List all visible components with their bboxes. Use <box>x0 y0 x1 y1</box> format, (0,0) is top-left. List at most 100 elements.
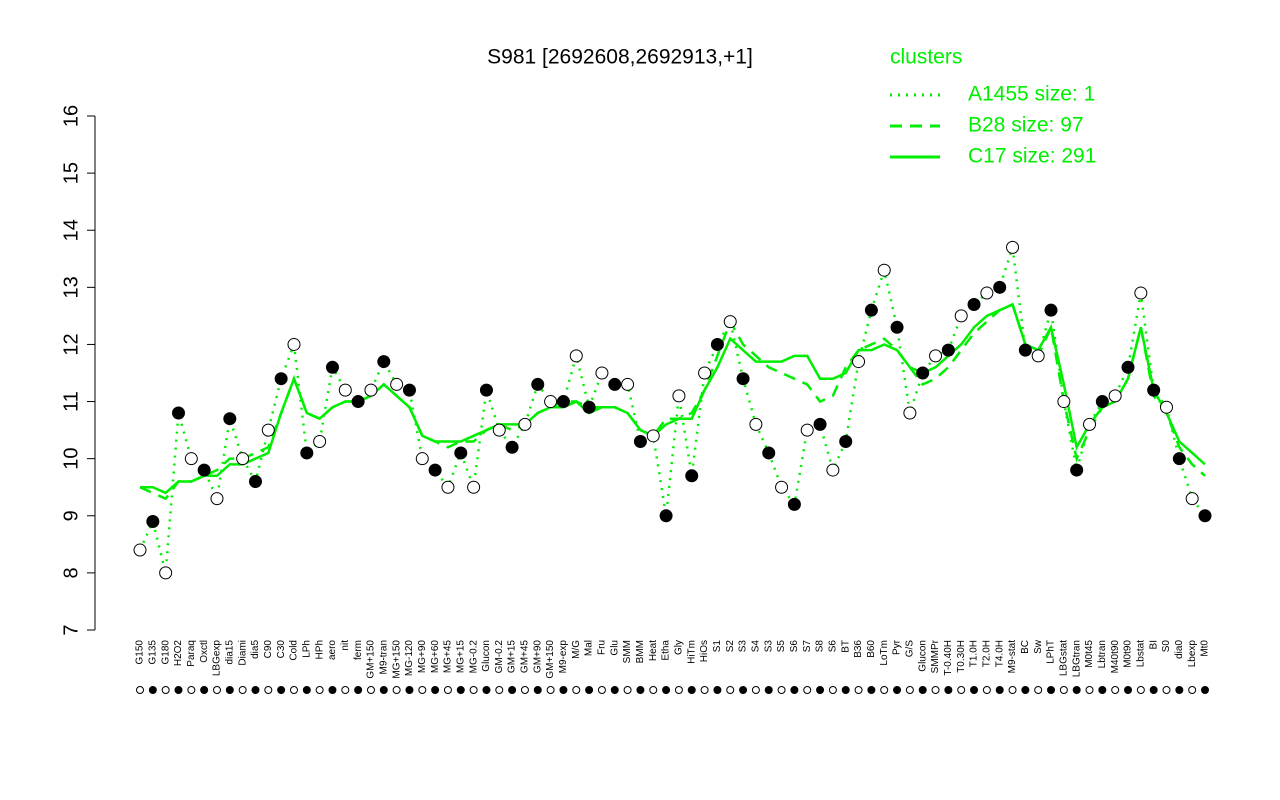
data-point <box>685 469 699 483</box>
x-tick-label: M9-tran <box>378 640 389 674</box>
x-tick-label: Lbtran <box>1097 640 1108 668</box>
rug-dot <box>225 686 234 694</box>
x-tick-label: Glu <box>609 640 620 656</box>
rug-dot <box>392 686 401 694</box>
x-tick-label: MG+150 <box>391 640 402 679</box>
rug-dot <box>1047 686 1056 694</box>
x-tick-label: S1 <box>712 640 723 653</box>
x-tick-label: M/G <box>571 640 582 659</box>
x-tick-label: M0t45 <box>1084 640 1095 668</box>
x-tick-label: Etha <box>661 640 672 661</box>
data-point <box>1147 383 1161 397</box>
rug-dot <box>1021 686 1030 694</box>
data-point <box>338 383 352 397</box>
rug-dot <box>187 686 196 694</box>
data-point <box>1095 395 1109 409</box>
rug-dot <box>944 686 953 694</box>
rug-dot <box>1175 686 1184 694</box>
x-tick-label: T4.0H <box>994 640 1005 667</box>
chart-title: S981 [2692608,2692913,+1] <box>487 46 753 69</box>
rug-dot <box>546 686 555 694</box>
rug-dot <box>777 686 786 694</box>
rug-dot <box>418 686 427 694</box>
x-tick-label: Heat <box>648 640 659 661</box>
data-point <box>441 480 455 494</box>
data-point <box>916 366 930 380</box>
data-point <box>1134 286 1148 300</box>
x-tick-label: S6 <box>828 640 839 653</box>
rug-dot <box>289 686 298 694</box>
data-point <box>531 377 545 391</box>
x-tick-label: Glucon <box>917 640 928 672</box>
data-point <box>544 395 558 409</box>
rug-dot <box>739 686 748 694</box>
data-point <box>1108 389 1122 403</box>
data-point <box>595 366 609 380</box>
rug-dot <box>1136 686 1145 694</box>
data-point <box>223 412 237 426</box>
x-tick-label: M9-exp <box>558 640 569 674</box>
rug-dot <box>995 686 1004 694</box>
data-point <box>582 400 596 414</box>
rug-dot <box>136 686 144 694</box>
x-tick-label: MG+45 <box>443 640 454 674</box>
rug-dot <box>251 686 260 694</box>
rug-dot <box>302 686 311 694</box>
rug-dot <box>1188 686 1197 694</box>
data-point <box>415 452 429 466</box>
data-point <box>197 463 211 477</box>
rug-dot <box>1098 686 1107 694</box>
rug-dot <box>354 686 363 694</box>
x-tick-label: S5 <box>776 640 787 653</box>
rug-dot <box>854 686 863 694</box>
rug-dot <box>841 686 850 694</box>
x-tick-label: C30 <box>276 640 287 659</box>
data-point <box>351 395 365 409</box>
x-tick-label: S2 <box>725 640 736 653</box>
x-tick-label: GM+150 <box>366 640 377 679</box>
rug-dot <box>315 686 324 694</box>
data-point <box>248 475 262 489</box>
data-point <box>736 372 750 386</box>
data-point <box>454 446 468 460</box>
rug-dot <box>148 686 157 694</box>
data-point <box>133 543 147 557</box>
rug-dot <box>662 686 671 694</box>
data-point <box>377 355 391 369</box>
rug-dot <box>816 686 825 694</box>
rug-dot <box>1034 686 1043 694</box>
x-tick-label: T1.0H <box>969 640 980 667</box>
x-tick-label: LoTm <box>879 640 890 666</box>
x-tick-label: G180 <box>160 640 171 665</box>
y-tick-label: 7 <box>60 624 82 635</box>
x-tick-label: H2O2 <box>173 640 184 667</box>
x-tick-label: S8 <box>815 640 826 653</box>
data-point <box>236 452 250 466</box>
rug-dot <box>585 686 594 694</box>
data-point <box>492 423 506 437</box>
data-point <box>1018 343 1032 357</box>
rug-dot <box>905 686 914 694</box>
x-tick-label: M0t90 <box>1123 640 1134 668</box>
data-point <box>313 435 327 449</box>
x-tick-label: BT <box>840 640 851 653</box>
rug-dot <box>572 686 581 694</box>
rug-dot <box>649 686 658 694</box>
rug-dot <box>482 686 491 694</box>
rug-dot <box>1124 686 1133 694</box>
rug-dot <box>264 686 273 694</box>
data-point <box>762 446 776 460</box>
data-point <box>428 463 442 477</box>
x-tick-label: LPhT <box>1046 640 1057 664</box>
data-point <box>929 349 943 363</box>
data-point <box>261 423 275 437</box>
rug-dot <box>931 686 940 694</box>
x-tick-label: C90 <box>263 640 274 659</box>
rug-dot <box>970 686 979 694</box>
data-point <box>954 309 968 323</box>
rug-dot <box>238 686 247 694</box>
rug-dot <box>277 686 286 694</box>
data-point <box>402 383 416 397</box>
rug-dot <box>533 686 542 694</box>
data-point <box>287 337 301 351</box>
